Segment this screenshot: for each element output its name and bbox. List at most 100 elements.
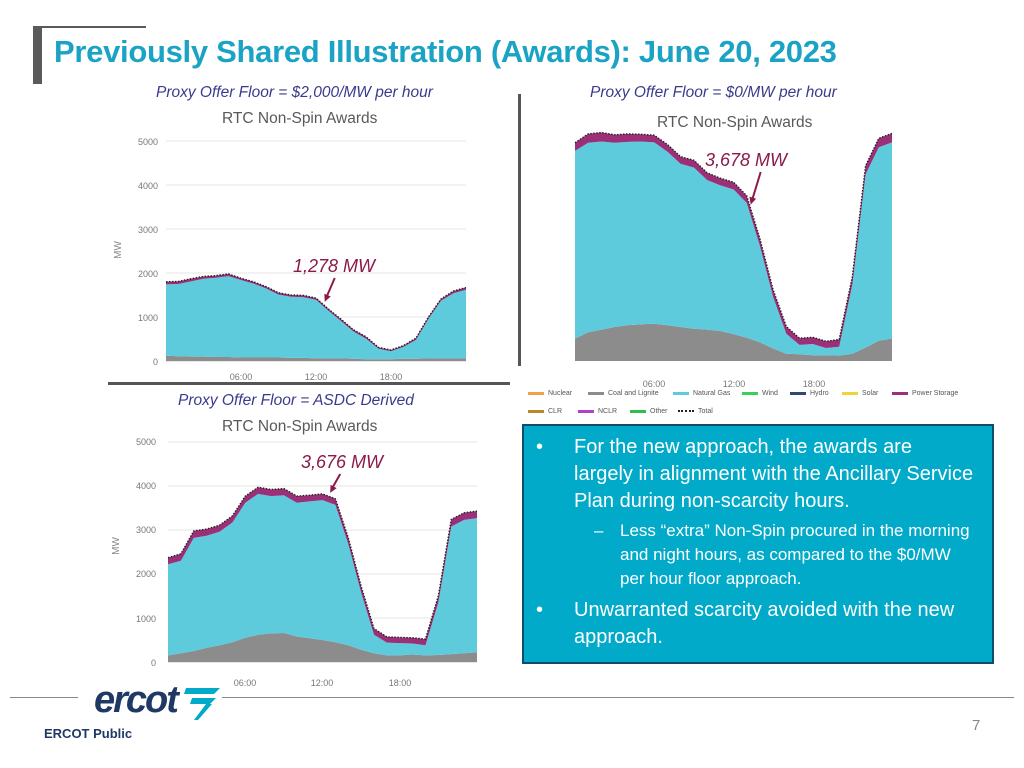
footer-classification: ERCOT Public [44, 726, 133, 741]
arrow-head [330, 484, 337, 493]
legend-label: Power Storage [912, 390, 959, 397]
total-line [574, 131, 893, 343]
chart3-xtick: 06:00 [234, 678, 257, 688]
sub-bullet-text: Less “extra” Non-Spin procured in the mo… [620, 521, 970, 588]
chart3-y-label: MW [111, 537, 122, 555]
chart1-xtick: 06:00 [230, 372, 253, 382]
chart3-ytick: 4000 [136, 481, 156, 491]
sub-bullet-marker: – [594, 521, 604, 540]
legend-swatch [578, 409, 594, 413]
footer-rule-left [10, 697, 78, 698]
chart1-ytick: 3000 [138, 225, 158, 235]
arrow-shaft [750, 171, 762, 202]
chart2-x-ticks: 06:00 12:00 18:00 [643, 379, 826, 389]
chart2-areas [574, 131, 893, 361]
legend-label: Nuclear [548, 390, 573, 397]
chart2-svg: 06:00 12:00 18:00 3,678 MW [574, 131, 893, 389]
chart3-ytick: 1000 [136, 614, 156, 624]
callout-sub-bullet: – Less “extra” Non-Spin procured in the … [594, 519, 974, 591]
title-accent-rule [42, 26, 146, 28]
legend-swatch [528, 409, 544, 413]
ercot-logo: ercot [94, 679, 220, 721]
legend-item: Total [678, 408, 713, 415]
legend-label: Coal and Lignite [608, 390, 659, 397]
arrow-head [324, 293, 331, 302]
page-number: 7 [972, 717, 981, 734]
legend-item: CLR [528, 408, 562, 415]
chart2-annotation-arrow [749, 171, 762, 205]
bullet-text: For the new approach, the awards are lar… [574, 436, 974, 512]
legend-item: Other [630, 408, 668, 415]
legend-swatch [892, 391, 908, 395]
chart1-ytick: 0 [153, 357, 158, 367]
chart1-annotation: 1,278 MW [293, 256, 377, 276]
legend-label: Solar [862, 390, 879, 397]
area-series-coal-and-lignite [166, 355, 466, 361]
chart-legend: Nuclear Coal and Lignite Natural Gas Win… [528, 388, 998, 422]
chart1-plot: 5000 4000 3000 2000 1000 0 MW 06:00 12:0… [108, 135, 478, 385]
total-line [167, 486, 478, 640]
legend-swatch [630, 409, 646, 413]
title-accent-bar [33, 26, 42, 84]
chart1-annotation-arrow [324, 277, 336, 302]
summary-callout: • For the new approach, the awards are l… [522, 424, 994, 664]
horizontal-divider [108, 382, 510, 385]
chart3-ytick: 3000 [136, 525, 156, 535]
legend-label: Natural Gas [693, 390, 731, 397]
chart2-floor-label: Proxy Offer Floor = $0/MW per hour [590, 84, 837, 101]
legend-label: CLR [548, 408, 563, 415]
legend-item: Hydro [790, 390, 829, 397]
legend-item: Wind [742, 390, 778, 397]
legend-label: Other [650, 408, 668, 415]
chart3-title: RTC Non-Spin Awards [222, 418, 378, 435]
chart2-xtick: 18:00 [803, 379, 826, 389]
chart1-xtick: 12:00 [305, 372, 328, 382]
chart1-ytick: 1000 [138, 313, 158, 323]
legend-item: Coal and Lignite [588, 390, 659, 397]
chart1-ytick: 4000 [138, 181, 158, 191]
legend-label: NCLR [598, 408, 618, 415]
chart3-ytick: 0 [151, 658, 156, 668]
chart3-floor-label: Proxy Offer Floor = ASDC Derived [178, 392, 414, 409]
legend-swatch [678, 410, 694, 413]
legend-item: Nuclear [528, 390, 572, 397]
chart2-title: RTC Non-Spin Awards [657, 114, 813, 131]
chart1-ytick: 2000 [138, 269, 158, 279]
chart3-areas [167, 486, 478, 662]
chart1-xtick: 18:00 [380, 372, 403, 382]
legend-label: Wind [762, 390, 778, 397]
legend-swatch [528, 391, 544, 395]
arrow-head [749, 196, 757, 205]
area-series-natural-gas [575, 141, 892, 356]
chart1-areas [165, 273, 467, 361]
chart2-xtick: 06:00 [643, 379, 666, 389]
chart3-annotation-arrow [330, 473, 342, 493]
footer-rule-right [222, 697, 1014, 698]
legend-item: Solar [842, 390, 878, 397]
vertical-divider [518, 94, 521, 366]
chart2-annotation: 3,678 MW [705, 150, 789, 170]
chart1-floor-label: Proxy Offer Floor = $2,000/MW per hour [156, 84, 433, 101]
legend-swatch [842, 391, 858, 395]
chart3-ytick: 5000 [136, 437, 156, 447]
legend-item: NCLR [578, 408, 617, 415]
ercot-logo-mark [184, 688, 220, 720]
legend-swatch [742, 391, 758, 395]
chart3-xtick: 12:00 [311, 678, 334, 688]
legend-label: Hydro [810, 390, 829, 397]
legend-label: Total [698, 408, 713, 415]
chart1-title: RTC Non-Spin Awards [222, 110, 378, 127]
chart3-x-ticks: 06:00 12:00 18:00 [234, 678, 412, 688]
callout-bullet-1: • For the new approach, the awards are l… [536, 434, 976, 515]
legend-item: Natural Gas [673, 390, 730, 397]
legend-swatch [673, 391, 689, 395]
area-series-coal-and-lignite [575, 323, 892, 361]
area-series-coal-and-lignite [168, 633, 477, 662]
bullet-marker: • [536, 436, 544, 458]
bullet-text: Unwarranted scarcity avoided with the ne… [574, 599, 955, 648]
chart1-x-ticks: 06:00 12:00 18:00 [230, 372, 403, 382]
chart3-xtick: 18:00 [389, 678, 412, 688]
area-series-natural-gas [168, 493, 477, 656]
chart2-xtick: 12:00 [723, 379, 746, 389]
chart1-y-ticks: 5000 4000 3000 2000 1000 0 [138, 137, 158, 367]
